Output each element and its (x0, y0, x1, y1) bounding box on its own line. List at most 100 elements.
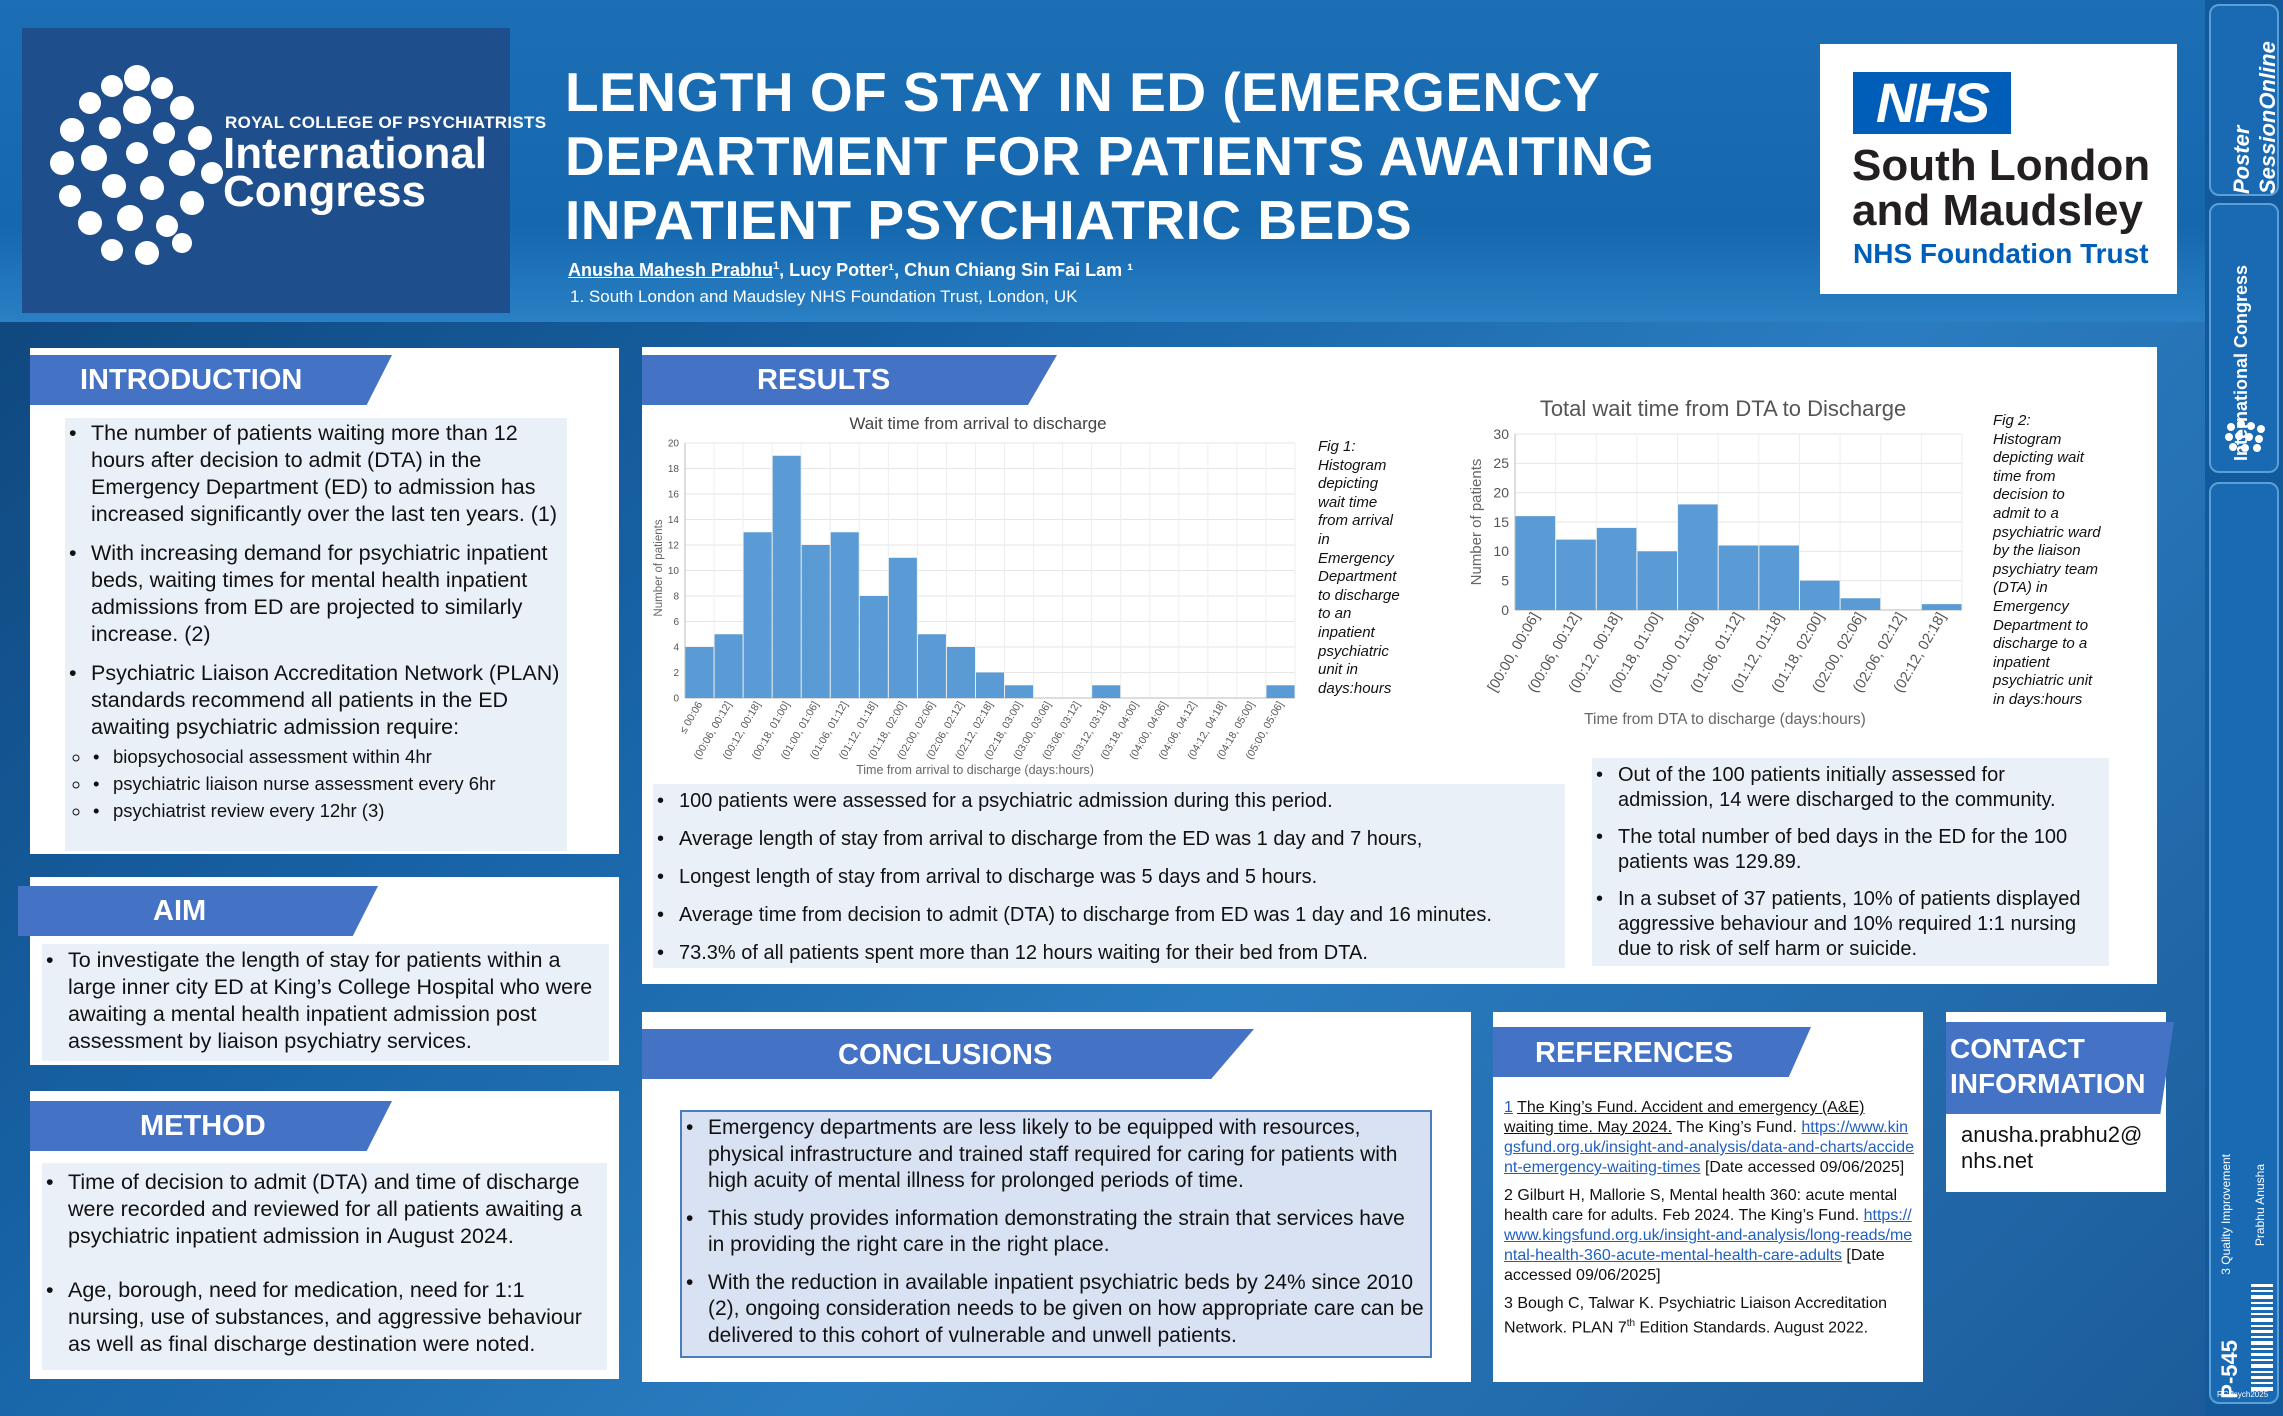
contact-email[interactable]: anusha.prabhu2@ nhs.net (1946, 1116, 2142, 1186)
results-right-1: Out of the 100 patients initially assess… (1592, 763, 2103, 813)
bar (1759, 545, 1799, 610)
introduction-heading: INTRODUCTION (30, 355, 392, 405)
chart-2: Total wait time from DTA to Discharge 0 5… (1468, 396, 1963, 728)
results-bullet-1: 100 patients were assessed for a psychia… (653, 789, 1565, 813)
bar (1718, 545, 1759, 610)
y-tick-label: 14 (668, 515, 680, 526)
contact-heading-line2: INFORMATION (1950, 1068, 2146, 1099)
congress-logo (22, 28, 510, 313)
references-list: 1 The King’s Fund. Accident and emergenc… (1504, 1098, 1914, 1338)
reference-1-title: The King’s Fund. Accident and emergency … (1504, 1099, 1865, 1136)
congress-dots-icon (2225, 420, 2265, 452)
intro-bullet-3-text: Psychiatric Liaison Accreditation Networ… (91, 661, 560, 739)
reference-3-sup: th (1626, 1318, 1636, 1329)
conclusions-bullet-1: Emergency departments are less likely to… (682, 1115, 1424, 1195)
chart2-title: Total wait time from DTA to Discharge (1540, 396, 1906, 421)
intro-sub-3: psychiatrist review every 12hr (3) (91, 797, 561, 824)
bar (917, 634, 946, 698)
bar (1005, 685, 1034, 698)
y-tick-label: 20 (1493, 485, 1509, 501)
reference-1-pub: The King’s Fund. (1672, 1119, 1797, 1136)
nhs-line-3: NHS Foundation Trust (1853, 238, 2149, 269)
logo-small-text: ROYAL COLLEGE OF PSYCHIATRISTS (225, 113, 547, 132)
results-bullet-4: Average time from decision to admit (DTA… (653, 903, 1565, 927)
introduction-heading-text: INTRODUCTION (80, 364, 303, 396)
conclusions-box: Emergency departments are less likely to… (680, 1110, 1432, 1358)
bar (1678, 504, 1718, 610)
contact-email-line1: anusha.prabhu2@ (1961, 1122, 2143, 1147)
bar (1092, 685, 1121, 698)
affiliation: 1. South London and Maudsley NHS Foundat… (570, 287, 1078, 306)
y-tick-label: 10 (668, 566, 680, 577)
conclusions-heading: CONCLUSIONS (642, 1029, 1254, 1079)
reference-1-num[interactable]: 1 (1504, 1099, 1513, 1116)
conclusions-bullet-3: With the reduction in available inpatien… (682, 1270, 1424, 1350)
contact-email-text: anusha.prabhu2@ nhs.net (1961, 1122, 2142, 1174)
sidebar-category: 3 Quality Improvement (2219, 1154, 2233, 1275)
reference-1: 1 The King’s Fund. Accident and emergenc… (1504, 1098, 1914, 1178)
author-first: Anusha Mahesh Prabhu (568, 260, 774, 280)
contact-heading: CONTACT INFORMATION (1946, 1022, 2174, 1114)
results-box-right: Out of the 100 patients initially assess… (1592, 758, 2109, 966)
method-bullet-2: Age, borough, need for medication, need … (42, 1277, 603, 1358)
reference-1-link[interactable]: https://www.kingsfund.org.uk/insight-and… (1504, 1119, 1915, 1176)
bar (1515, 516, 1556, 610)
bar (1556, 539, 1596, 610)
reference-2-link[interactable]: https://www.kingsfund.org.uk/insight-and… (1504, 1207, 1913, 1264)
logo-big-text-2: Congress (223, 167, 426, 216)
aim-heading: AIM (18, 886, 378, 936)
y-tick-label: 5 (1501, 573, 1509, 589)
chart1-title: Wait time from arrival to discharge (849, 414, 1106, 433)
intro-bullet-3: Psychiatric Liaison Accreditation Networ… (65, 660, 561, 824)
nhs-line-1: South London (1852, 141, 2151, 190)
reference-3-text: 3 Bough C, Talwar K. Psychiatric Liaison… (1504, 1295, 1888, 1337)
bar (1637, 551, 1678, 610)
y-tick-label: 20 (668, 439, 680, 450)
bar (1799, 580, 1840, 610)
reference-2: 2 Gilburt H, Mallorie S, Mental health 3… (1504, 1186, 1914, 1286)
bar (743, 532, 772, 698)
method-heading-text: METHOD (140, 1110, 266, 1142)
results-bullet-2: Average length of stay from arrival to d… (653, 827, 1565, 851)
chart-1: Wait time from arrival to discharge 0 2 4 6… (653, 414, 1296, 777)
poster-session-online-logo: Poster SessionOnline (2209, 4, 2280, 196)
bar (1921, 604, 1962, 610)
bar (801, 545, 830, 698)
y-tick-label: 4 (673, 643, 679, 654)
chart1-xlabel: Time from arrival to discharge (days:hou… (856, 763, 1094, 777)
bar (714, 634, 743, 698)
y-tick-label: 15 (1493, 514, 1509, 530)
poster-title: LENGTH OF STAY IN ED (EMERGENCY DEPARTME… (565, 61, 1655, 251)
bar (975, 672, 1005, 698)
barcode-icon (2251, 1284, 2273, 1391)
sidebar-event: RCPsych2025 (2217, 1390, 2269, 1399)
y-tick-label: 0 (1501, 602, 1509, 618)
bar (946, 647, 975, 698)
references-heading-text: REFERENCES (1535, 1037, 1734, 1069)
reference-2-accessed: [Date accessed 09/06/2025] (1504, 1247, 1885, 1284)
y-tick-label: 8 (673, 592, 679, 603)
aim-heading-text: AIM (153, 895, 207, 927)
y-tick-label: 25 (1493, 455, 1509, 471)
references-heading: REFERENCES (1493, 1027, 1811, 1077)
sidebar-info-panel: 3 Quality Improvement Prabhu Anusha P-54… (2209, 482, 2279, 1404)
y-tick-label: 6 (673, 617, 679, 628)
contact-email-line2: nhs.net (1961, 1148, 2034, 1173)
congress-logo-icon (50, 65, 223, 265)
results-right-3: In a subset of 37 patients, 10% of patie… (1592, 887, 2103, 962)
chart2-xlabel: Time from DTA to discharge (days:hours) (1584, 711, 1866, 728)
fig2-caption: Fig 2: Histogram depicting wait time fro… (1993, 412, 2101, 708)
results-heading-text: RESULTS (757, 364, 891, 396)
y-tick-label: 2 (673, 668, 679, 679)
bar (685, 647, 714, 698)
introduction-box: The number of patients waiting more than… (65, 418, 567, 851)
bar (830, 532, 859, 698)
method-box: Time of decision to admit (DTA) and time… (42, 1163, 607, 1370)
bar (1840, 598, 1881, 610)
y-tick-label: 0 (673, 694, 679, 705)
bar (772, 455, 801, 698)
y-tick-label: 12 (668, 541, 680, 552)
intro-bullet-1: The number of patients waiting more than… (65, 420, 561, 528)
bar (888, 557, 917, 698)
reference-2-text: 2 Gilburt H, Mallorie S, Mental health 3… (1504, 1187, 1898, 1224)
